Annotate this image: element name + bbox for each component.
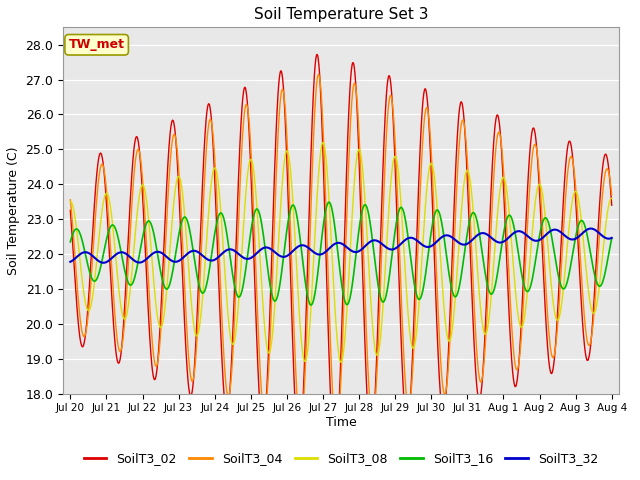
SoilT3_32: [152, 249, 159, 255]
SoilT3_16: [67, 239, 74, 245]
SoilT3_08: [319, 140, 326, 145]
SoilT3_08: [151, 292, 159, 298]
SoilT3_08: [327, 231, 335, 237]
SoilT3_04: [469, 279, 477, 285]
SoilT3_32: [548, 228, 556, 233]
SoilT3_08: [608, 195, 616, 201]
SoilT3_08: [469, 207, 477, 213]
SoilT3_16: [602, 269, 609, 275]
SoilT3_08: [602, 226, 609, 231]
SoilT3_08: [67, 199, 74, 204]
SoilT3_02: [313, 52, 321, 58]
SoilT3_32: [100, 260, 108, 265]
SoilT3_02: [317, 92, 324, 97]
Legend: SoilT3_02, SoilT3_04, SoilT3_08, SoilT3_16, SoilT3_32: SoilT3_02, SoilT3_04, SoilT3_08, SoilT3_…: [79, 447, 603, 470]
SoilT3_04: [327, 353, 335, 359]
Line: SoilT3_16: SoilT3_16: [70, 202, 612, 305]
SoilT3_02: [469, 319, 477, 325]
Title: Soil Temperature Set 3: Soil Temperature Set 3: [254, 7, 428, 22]
SoilT3_02: [327, 403, 335, 409]
Text: TW_met: TW_met: [68, 38, 125, 51]
SoilT3_02: [548, 369, 556, 374]
SoilT3_08: [337, 360, 345, 365]
SoilT3_08: [317, 151, 324, 157]
SoilT3_04: [608, 192, 616, 198]
SoilT3_32: [317, 252, 324, 257]
SoilT3_32: [608, 235, 616, 241]
SoilT3_32: [469, 237, 477, 242]
SoilT3_02: [67, 207, 74, 213]
SoilT3_04: [548, 354, 556, 360]
SoilT3_16: [328, 204, 335, 209]
SoilT3_16: [469, 210, 477, 216]
SoilT3_08: [548, 293, 556, 299]
SoilT3_16: [608, 236, 616, 241]
SoilT3_02: [608, 203, 616, 208]
SoilT3_32: [587, 226, 595, 231]
SoilT3_16: [548, 239, 556, 244]
SoilT3_04: [602, 169, 609, 175]
SoilT3_16: [307, 302, 315, 308]
Line: SoilT3_02: SoilT3_02: [70, 55, 612, 452]
SoilT3_04: [67, 197, 74, 203]
X-axis label: Time: Time: [326, 416, 356, 429]
SoilT3_32: [602, 235, 609, 241]
SoilT3_16: [325, 199, 333, 205]
SoilT3_04: [317, 84, 324, 90]
SoilT3_16: [151, 237, 159, 242]
SoilT3_16: [317, 244, 324, 250]
SoilT3_04: [315, 72, 323, 77]
SoilT3_32: [67, 259, 74, 264]
SoilT3_02: [602, 151, 609, 157]
SoilT3_02: [331, 449, 339, 455]
SoilT3_04: [333, 428, 340, 434]
Line: SoilT3_32: SoilT3_32: [70, 228, 612, 263]
Y-axis label: Soil Temperature (C): Soil Temperature (C): [7, 146, 20, 275]
Line: SoilT3_04: SoilT3_04: [70, 74, 612, 431]
SoilT3_04: [151, 361, 159, 367]
Line: SoilT3_08: SoilT3_08: [70, 143, 612, 362]
SoilT3_02: [151, 377, 159, 383]
SoilT3_32: [327, 244, 335, 250]
